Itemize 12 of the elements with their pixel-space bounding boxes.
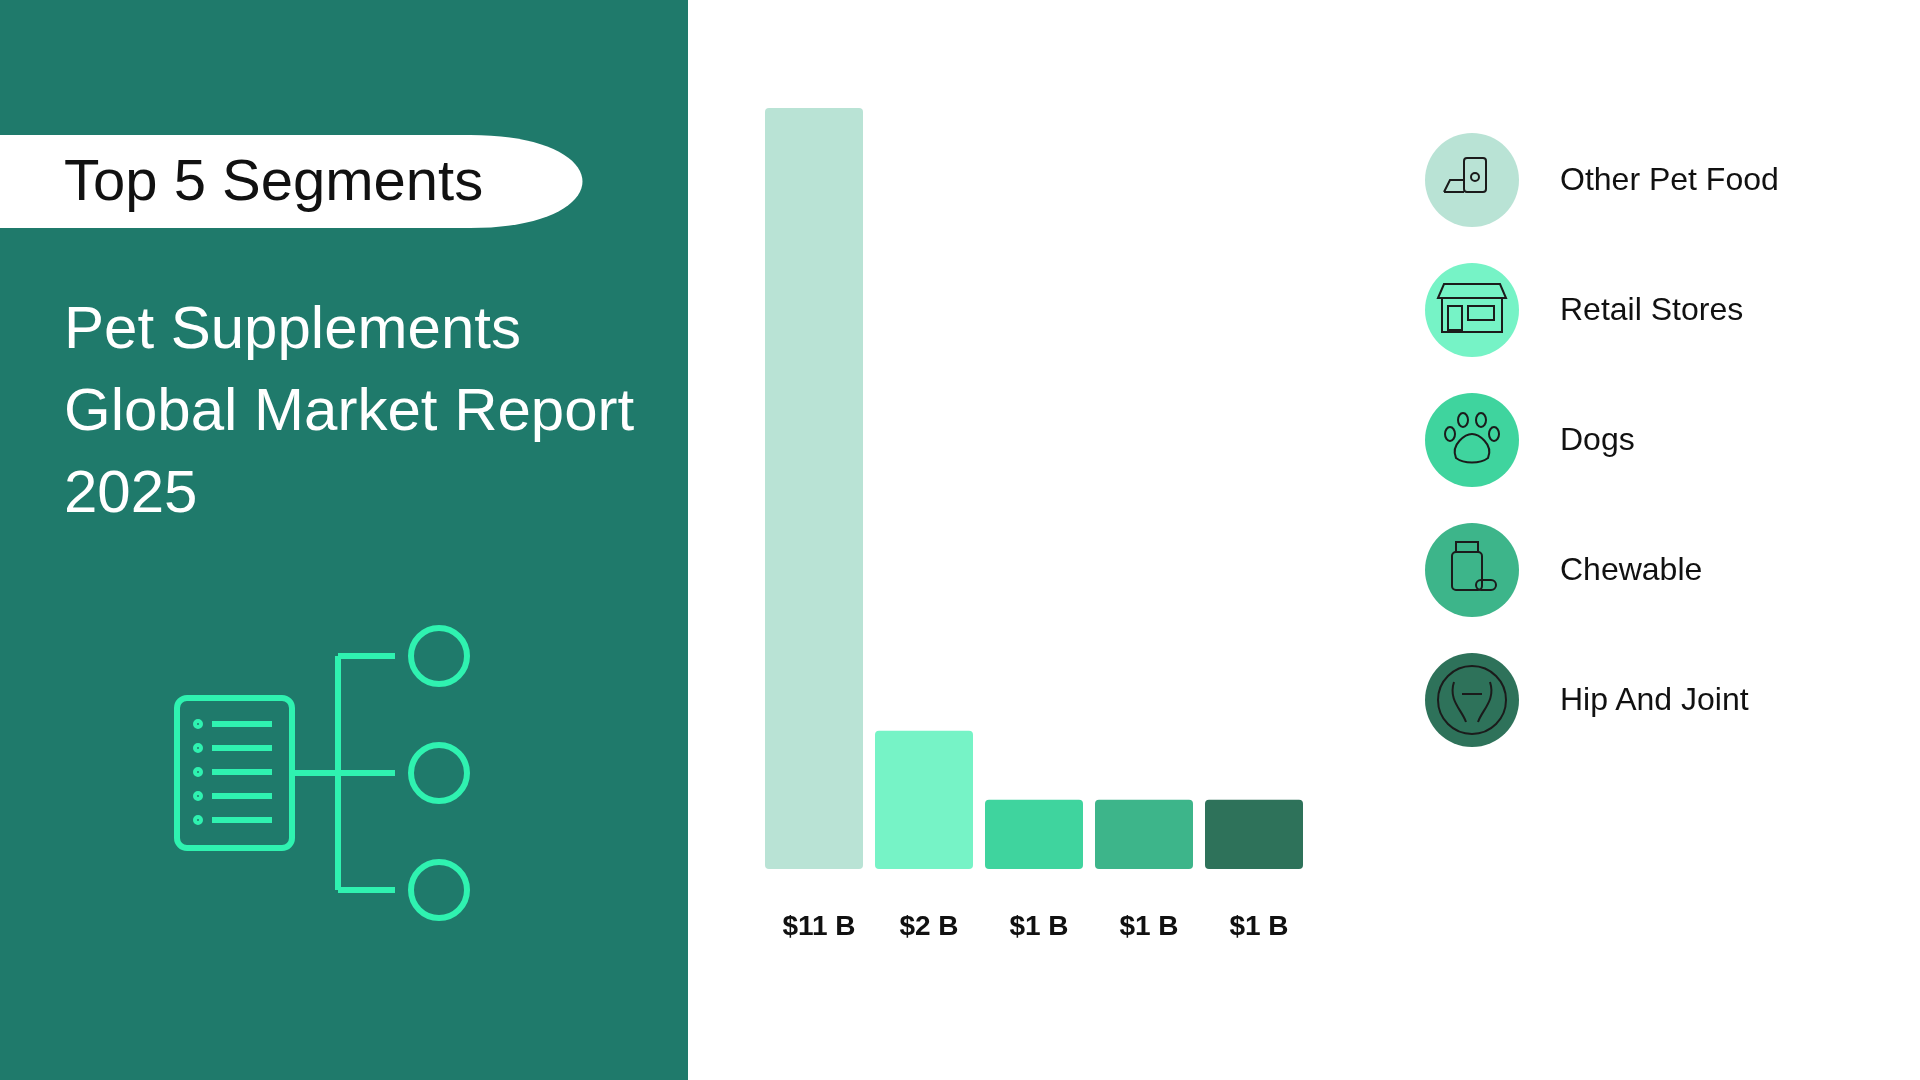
text: Chewable (1560, 551, 1703, 587)
text: Other Pet Food (1560, 161, 1779, 197)
text: Dogs (1560, 421, 1635, 457)
text: Hip And Joint (1560, 681, 1749, 717)
data-label: $1 B (1009, 910, 1069, 941)
text: Top 5 Segments (64, 147, 484, 212)
data-label: $2 B (899, 910, 959, 941)
text: Retail Stores (1560, 291, 1744, 327)
data-label: $11 B (782, 910, 856, 941)
data-label: $1 B (1119, 910, 1179, 941)
data-label: $1 B (1229, 910, 1289, 941)
text: Pet Supplements Global Market Report 2025 (64, 294, 635, 525)
